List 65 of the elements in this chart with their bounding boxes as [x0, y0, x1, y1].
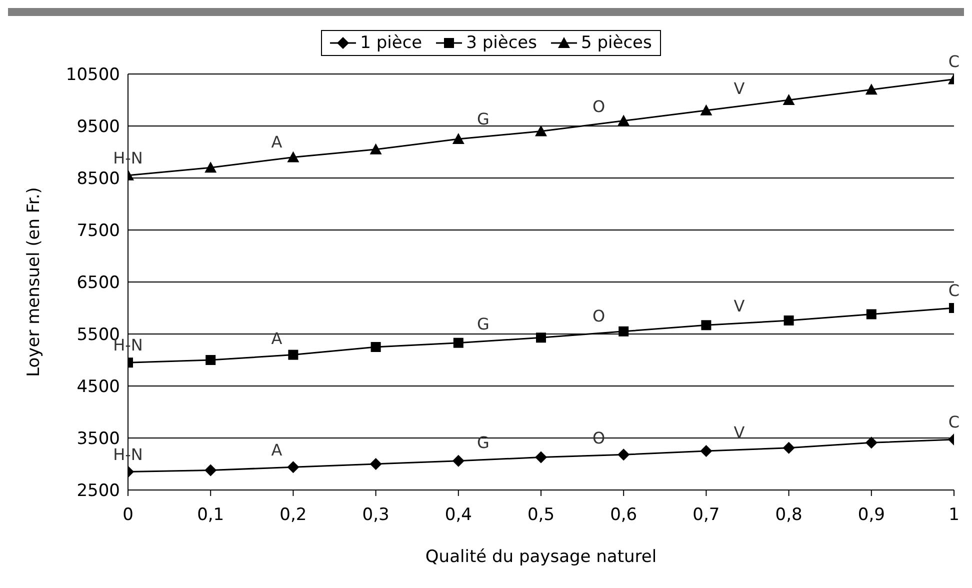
point: [865, 436, 878, 449]
x-tick-label: 0,9: [858, 505, 885, 526]
annotation: O: [592, 96, 606, 116]
y-tick-label: 4500: [76, 377, 120, 398]
x-tick-label: 0,7: [692, 505, 720, 526]
y-tick-label: 3500: [76, 429, 120, 450]
annotation: C: [948, 412, 960, 432]
x-tick-label: 0,3: [362, 505, 390, 526]
point: [370, 458, 382, 470]
annotation: A: [271, 132, 282, 152]
point: [784, 315, 794, 326]
annotation: G: [476, 110, 490, 129]
point: [618, 114, 630, 126]
point: [287, 151, 300, 162]
annotation: G: [476, 314, 490, 334]
annotation: C: [948, 52, 960, 72]
point: [618, 448, 630, 461]
point: [453, 338, 464, 348]
annotation: V: [734, 296, 745, 316]
x-tick-label: 0,2: [280, 505, 307, 526]
x-axis-title: Qualité du paysage naturel: [425, 547, 657, 567]
x-tick-label: 0,8: [775, 505, 802, 526]
y-tick-label: 10500: [66, 65, 120, 86]
point: [866, 309, 876, 320]
x-tick-label: 0,4: [444, 505, 472, 526]
annotation: A: [271, 328, 282, 348]
y-tick-label: 7500: [76, 221, 120, 242]
point: [865, 84, 878, 95]
legend-label: 3 pièces: [465, 33, 537, 53]
x-tick-label: 0,5: [527, 505, 555, 526]
x-tick-label: 0,6: [610, 505, 638, 526]
point: [618, 326, 629, 336]
point: [535, 451, 547, 464]
y-tick-label: 9500: [76, 117, 120, 138]
point: [204, 162, 217, 173]
y-tick-label: 8500: [76, 169, 120, 190]
annotation: O: [592, 306, 606, 326]
point: [206, 355, 216, 365]
point: [536, 332, 546, 343]
x-tick-label: 0: [122, 505, 134, 526]
point: [700, 104, 712, 116]
x-tick-label: 1: [948, 505, 960, 526]
point: [700, 445, 712, 457]
annotation: V: [734, 422, 745, 442]
point: [452, 133, 464, 144]
legend-label: 1 pièce: [359, 33, 422, 53]
point: [287, 461, 300, 474]
point: [370, 342, 381, 352]
y-tick-label: 2500: [76, 481, 120, 502]
point: [288, 350, 298, 360]
x-tick-label: 0,1: [197, 505, 224, 526]
point: [782, 442, 795, 454]
annotation: V: [734, 79, 745, 98]
annotation: A: [271, 440, 282, 460]
point: [701, 320, 712, 330]
point: [535, 125, 547, 136]
point: [370, 143, 382, 154]
annotation: C: [948, 281, 960, 300]
point: [782, 94, 795, 105]
annotation: G: [476, 432, 490, 452]
point: [204, 464, 217, 476]
y-axis-title: Loyer mensuel (en Fr.): [24, 187, 44, 377]
legend-label: 5 pièces: [580, 33, 652, 53]
point: [452, 454, 464, 467]
y-tick-label: 6500: [76, 273, 120, 294]
